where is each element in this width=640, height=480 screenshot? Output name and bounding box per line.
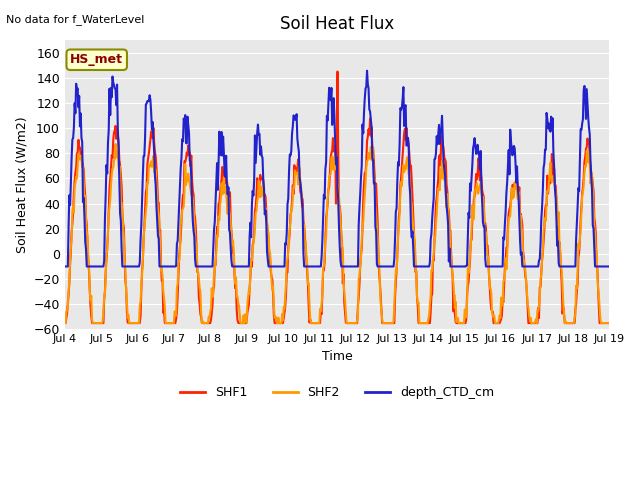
SHF1 — [333, 69, 341, 74]
Title: Soil Heat Flux: Soil Heat Flux — [280, 15, 394, 33]
SHF2 — [112, 141, 120, 147]
Line: SHF2: SHF2 — [65, 144, 609, 323]
Legend: SHF1, SHF2, depth_CTD_cm: SHF1, SHF2, depth_CTD_cm — [175, 381, 499, 404]
SHF2 — [183, 178, 191, 183]
Text: No data for f_WaterLevel: No data for f_WaterLevel — [6, 14, 145, 25]
X-axis label: Time: Time — [322, 350, 353, 363]
SHF2 — [71, 183, 79, 189]
depth_CTD_cm — [605, 264, 613, 269]
SHF2 — [127, 320, 135, 326]
SHF2 — [212, 257, 220, 263]
SHF1 — [404, 135, 412, 141]
SHF1 — [211, 262, 219, 268]
Line: depth_CTD_cm: depth_CTD_cm — [65, 71, 609, 266]
SHF1 — [61, 320, 68, 326]
depth_CTD_cm — [182, 140, 190, 146]
depth_CTD_cm — [404, 135, 412, 141]
SHF1 — [127, 320, 134, 326]
depth_CTD_cm — [211, 219, 219, 225]
depth_CTD_cm — [363, 68, 371, 73]
SHF2 — [605, 320, 613, 326]
SHF2 — [404, 160, 412, 166]
depth_CTD_cm — [127, 264, 134, 269]
Text: HS_met: HS_met — [70, 53, 124, 66]
depth_CTD_cm — [71, 100, 79, 106]
depth_CTD_cm — [420, 264, 428, 269]
Y-axis label: Soil Heat Flux (W/m2): Soil Heat Flux (W/m2) — [15, 117, 28, 253]
SHF2 — [61, 320, 68, 326]
SHF1 — [605, 320, 613, 326]
Line: SHF1: SHF1 — [65, 72, 609, 323]
SHF1 — [182, 156, 190, 162]
SHF1 — [71, 178, 79, 184]
SHF1 — [420, 320, 428, 326]
depth_CTD_cm — [61, 264, 68, 269]
SHF2 — [420, 320, 428, 326]
